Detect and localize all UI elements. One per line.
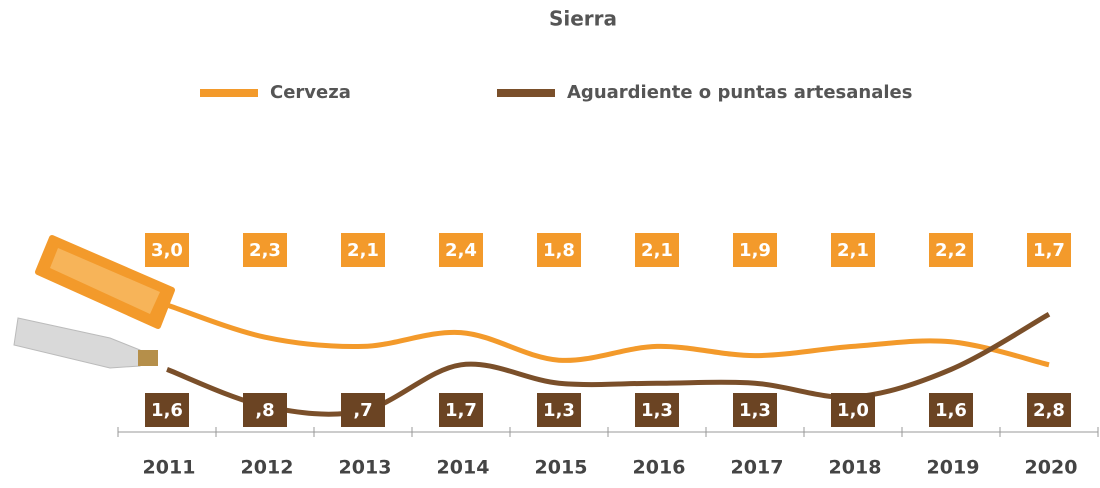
x-tick-label: 2020 [1025,457,1078,479]
bottle-icons [13,235,175,369]
label-box [929,393,973,427]
x-tick-label: 2014 [437,457,490,479]
x-tick-label: 2019 [927,457,980,479]
label-box [537,233,581,267]
label-box [1027,233,1071,267]
label-box [831,393,875,427]
chart-title: Sierra [549,7,617,31]
x-tick-label: 2017 [731,457,784,479]
legend-label: Cerveza [270,82,351,103]
value-label: 1,7 [445,400,477,421]
value-label: 2,4 [445,240,477,261]
value-label: 1,0 [837,400,869,421]
label-box [1027,393,1071,427]
label-box [439,393,483,427]
label-box [341,233,385,267]
label-box [635,393,679,427]
label-box [929,233,973,267]
label-box [439,233,483,267]
x-tick-label: 2012 [241,457,294,479]
value-label: 1,3 [543,400,575,421]
legend-label: Aguardiente o puntas artesanales [567,82,912,103]
x-tick-label: 2011 [143,457,196,479]
label-box [635,233,679,267]
line [166,312,1051,417]
label-box [831,233,875,267]
label-box [733,233,777,267]
value-label: 1,6 [151,400,183,421]
x-tick-label: 2018 [829,457,882,479]
value-label: 1,3 [739,400,771,421]
value-label: 2,3 [249,240,281,261]
label-box [243,233,287,267]
value-label: 1,6 [935,400,967,421]
value-label: 2,2 [935,240,967,261]
value-label: 3,0 [151,240,183,261]
label-box [341,393,385,427]
line [166,302,1050,368]
value-label: ,8 [255,400,274,421]
value-label: 1,3 [641,400,673,421]
label-box [145,393,189,427]
label-box [733,393,777,427]
label-box [145,233,189,267]
value-label: 2,1 [641,240,673,261]
value-label: 1,7 [1033,240,1065,261]
value-label: ,7 [353,400,372,421]
value-label: 2,8 [1033,400,1065,421]
value-label: 2,1 [837,240,869,261]
x-tick-label: 2016 [633,457,686,479]
label-box [243,393,287,427]
x-tick-label: 2015 [535,457,588,479]
x-tick-label: 2013 [339,457,392,479]
label-box [537,393,581,427]
value-label: 1,9 [739,240,771,261]
value-label: 1,8 [543,240,575,261]
value-label: 2,1 [347,240,379,261]
